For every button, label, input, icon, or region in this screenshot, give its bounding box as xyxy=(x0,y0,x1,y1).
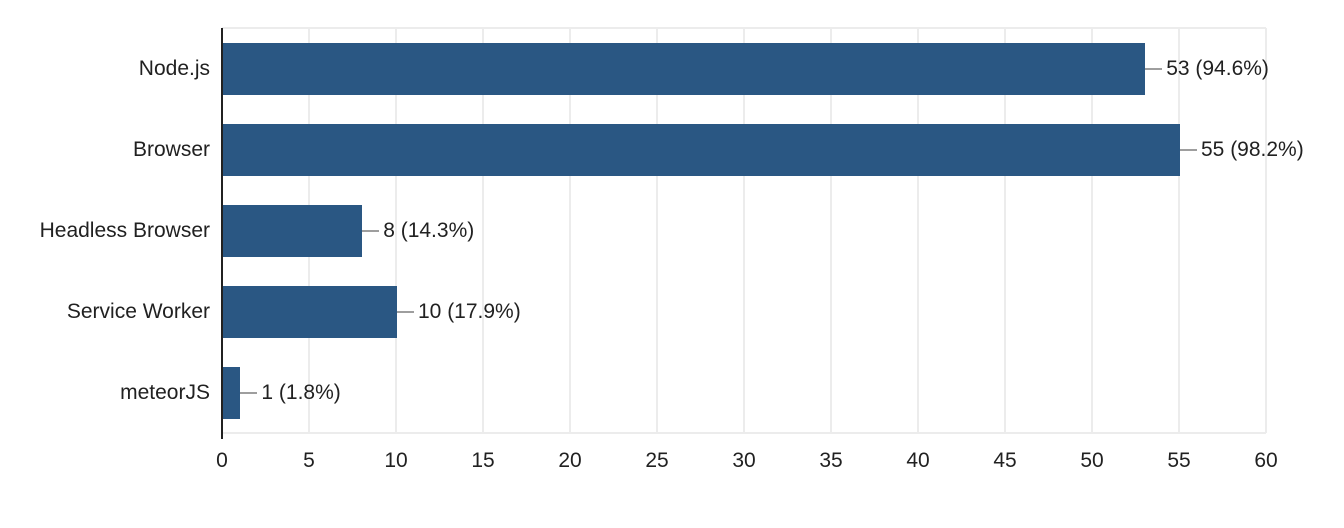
x-tick-label: 10 xyxy=(384,449,408,472)
gridline xyxy=(1004,28,1006,433)
x-tick-label: 50 xyxy=(1080,449,1104,472)
x-tick-label: 30 xyxy=(732,449,756,472)
gridline xyxy=(1178,28,1180,433)
bar-value-label: 8 (14.3%) xyxy=(383,218,475,242)
bar-value-label: 55 (98.2%) xyxy=(1201,137,1304,161)
gridline xyxy=(395,28,397,433)
x-tick-label: 5 xyxy=(303,449,315,472)
category-label: Service Worker xyxy=(66,299,210,323)
gridline xyxy=(830,28,832,433)
bar-value-label: 53 (94.6%) xyxy=(1166,56,1269,80)
plot-bottom-border xyxy=(222,432,1266,434)
x-tick-label: 0 xyxy=(216,449,228,472)
x-tick-label: 45 xyxy=(993,449,1017,472)
x-tick-label: 35 xyxy=(819,449,843,472)
plot-top-border xyxy=(222,27,1266,29)
x-tick-label: 25 xyxy=(645,449,669,472)
x-tick-label: 60 xyxy=(1254,449,1278,472)
bar-value-label: 10 (17.9%) xyxy=(418,299,521,323)
value-connector-line xyxy=(362,229,380,232)
x-tick-label: 20 xyxy=(558,449,582,472)
bar xyxy=(223,123,1180,176)
x-tick-label: 15 xyxy=(471,449,495,472)
category-label: meteorJS xyxy=(120,380,210,404)
bar xyxy=(223,366,241,419)
x-tick-label: 40 xyxy=(906,449,930,472)
bar xyxy=(223,42,1146,95)
y-axis-line xyxy=(221,28,223,439)
gridline xyxy=(569,28,571,433)
x-tick-label: 55 xyxy=(1167,449,1191,472)
gridline xyxy=(1265,28,1267,433)
value-connector-line xyxy=(240,391,258,394)
category-label: Node.js xyxy=(138,56,210,80)
bar xyxy=(223,204,363,257)
gridline xyxy=(1091,28,1093,433)
gridline xyxy=(917,28,919,433)
category-label: Browser xyxy=(132,137,210,161)
value-connector-line xyxy=(1180,148,1197,151)
bar xyxy=(223,285,397,338)
category-label: Headless Browser xyxy=(39,218,210,242)
value-connector-line xyxy=(1145,67,1163,70)
gridline xyxy=(656,28,658,433)
gridline xyxy=(482,28,484,433)
value-connector-line xyxy=(397,310,414,313)
bar-value-label: 1 (1.8%) xyxy=(261,380,341,404)
gridline xyxy=(743,28,745,433)
